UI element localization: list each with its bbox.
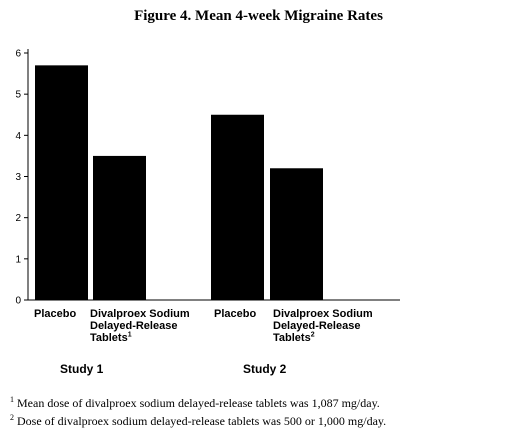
footnote-mark: 1: [127, 331, 132, 339]
y-tick-label-6: 6: [15, 49, 21, 60]
footnote-1-mark: 1: [10, 395, 14, 404]
footnote-2-mark: 2: [10, 413, 14, 422]
group-label-2: Study 2: [243, 362, 287, 376]
category-label-line: Delayed-Release: [90, 320, 178, 332]
category-label-line: Divalproex Sodium: [90, 308, 190, 320]
category-label-1-1: Placebo: [34, 308, 76, 320]
category-label-line: Placebo: [34, 308, 77, 320]
chart-title: Figure 4. Mean 4-week Migraine Rates: [134, 8, 383, 24]
bar-1-2: [93, 155, 146, 300]
category-label-2-2: Divalproex Sodium Delayed-Release Tablets2: [273, 308, 373, 344]
category-label-line: Divalproex Sodium: [273, 308, 373, 320]
y-tick-label-0: 0: [15, 296, 21, 307]
y-tick-label-2: 2: [15, 213, 21, 224]
y-tick-label-4: 4: [15, 131, 21, 142]
category-label-line: Tablets2: [273, 331, 315, 344]
category-label-line: Delayed-Release: [273, 320, 361, 332]
y-tick-label-3: 3: [15, 172, 21, 183]
footnote-mark: 2: [310, 331, 315, 339]
footnote-2-text: Dose of divalproex sodium delayed-releas…: [17, 414, 387, 428]
footnote-1-text: Mean dose of divalproex sodium delayed-r…: [17, 396, 380, 410]
bar-2-2: [270, 168, 323, 300]
y-tick-label-5: 5: [15, 90, 21, 101]
bar-1-1: [35, 65, 88, 300]
category-label-line: Tablets1: [90, 331, 132, 344]
category-label-1-2: Divalproex Sodium Delayed-Release Tablets1: [90, 308, 190, 344]
category-label-line: Placebo: [214, 308, 257, 320]
footnote-1: 1 Mean dose of divalproex sodium delayed-…: [10, 396, 380, 411]
footnote-2: 2 Dose of divalproex sodium delayed-relea…: [10, 414, 386, 429]
y-tick-label-1: 1: [15, 254, 21, 265]
group-label-1: Study 1: [60, 362, 104, 376]
category-label-2-1: Placebo: [214, 308, 256, 320]
bar-2-1: [211, 114, 264, 300]
